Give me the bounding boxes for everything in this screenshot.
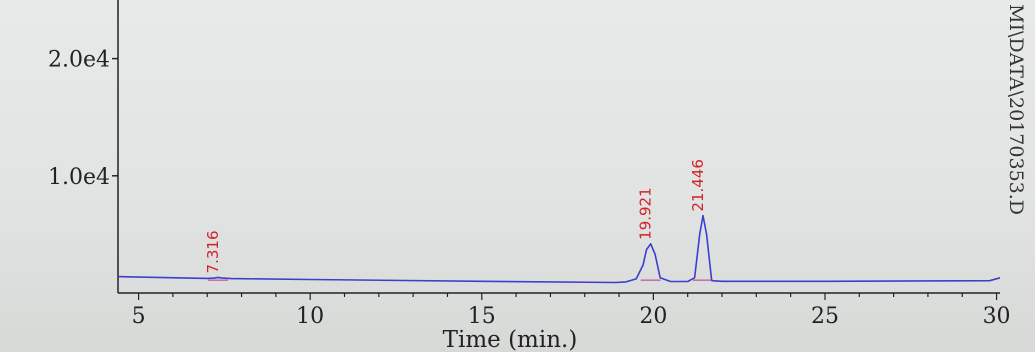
peak-annotations: 7.316 19.921 21.446 [204, 159, 714, 281]
x-tick-label: 30 [983, 304, 1011, 329]
y-tick-label: 1.0e4 [48, 165, 110, 190]
x-tick-label: 10 [296, 304, 324, 329]
x-axis-title: Time (min.) [443, 327, 578, 352]
x-tick-label: 25 [811, 304, 839, 329]
file-path-label: MI\DATA\20170353.D [1005, 4, 1027, 215]
peak-retention-time-label: 19.921 [637, 187, 655, 240]
peak-retention-time-label: 21.446 [689, 159, 707, 212]
x-tick-label: 20 [639, 304, 667, 329]
peak-retention-time-label: 7.316 [204, 230, 222, 273]
x-tick-label: 5 [132, 304, 146, 329]
y-tick-label: 2.0e4 [48, 48, 110, 73]
chromatogram-trace [117, 214, 1001, 284]
x-tick-label: 15 [468, 304, 496, 329]
series-group [117, 214, 1001, 284]
x-axis-ticks: 5 10 15 20 25 30 [132, 293, 1011, 329]
y-axis-ticks: 1.0e4 2.0e4 [48, 48, 118, 190]
